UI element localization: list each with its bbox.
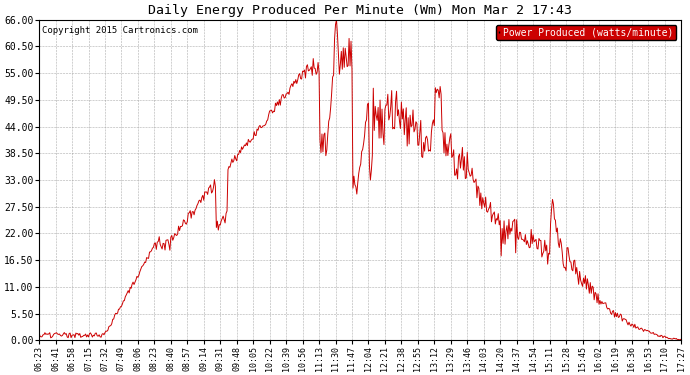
- Text: Copyright 2015 Cartronics.com: Copyright 2015 Cartronics.com: [42, 26, 198, 35]
- Title: Daily Energy Produced Per Minute (Wm) Mon Mar 2 17:43: Daily Energy Produced Per Minute (Wm) Mo…: [148, 4, 572, 17]
- Legend: Power Produced (watts/minute): Power Produced (watts/minute): [496, 25, 676, 40]
